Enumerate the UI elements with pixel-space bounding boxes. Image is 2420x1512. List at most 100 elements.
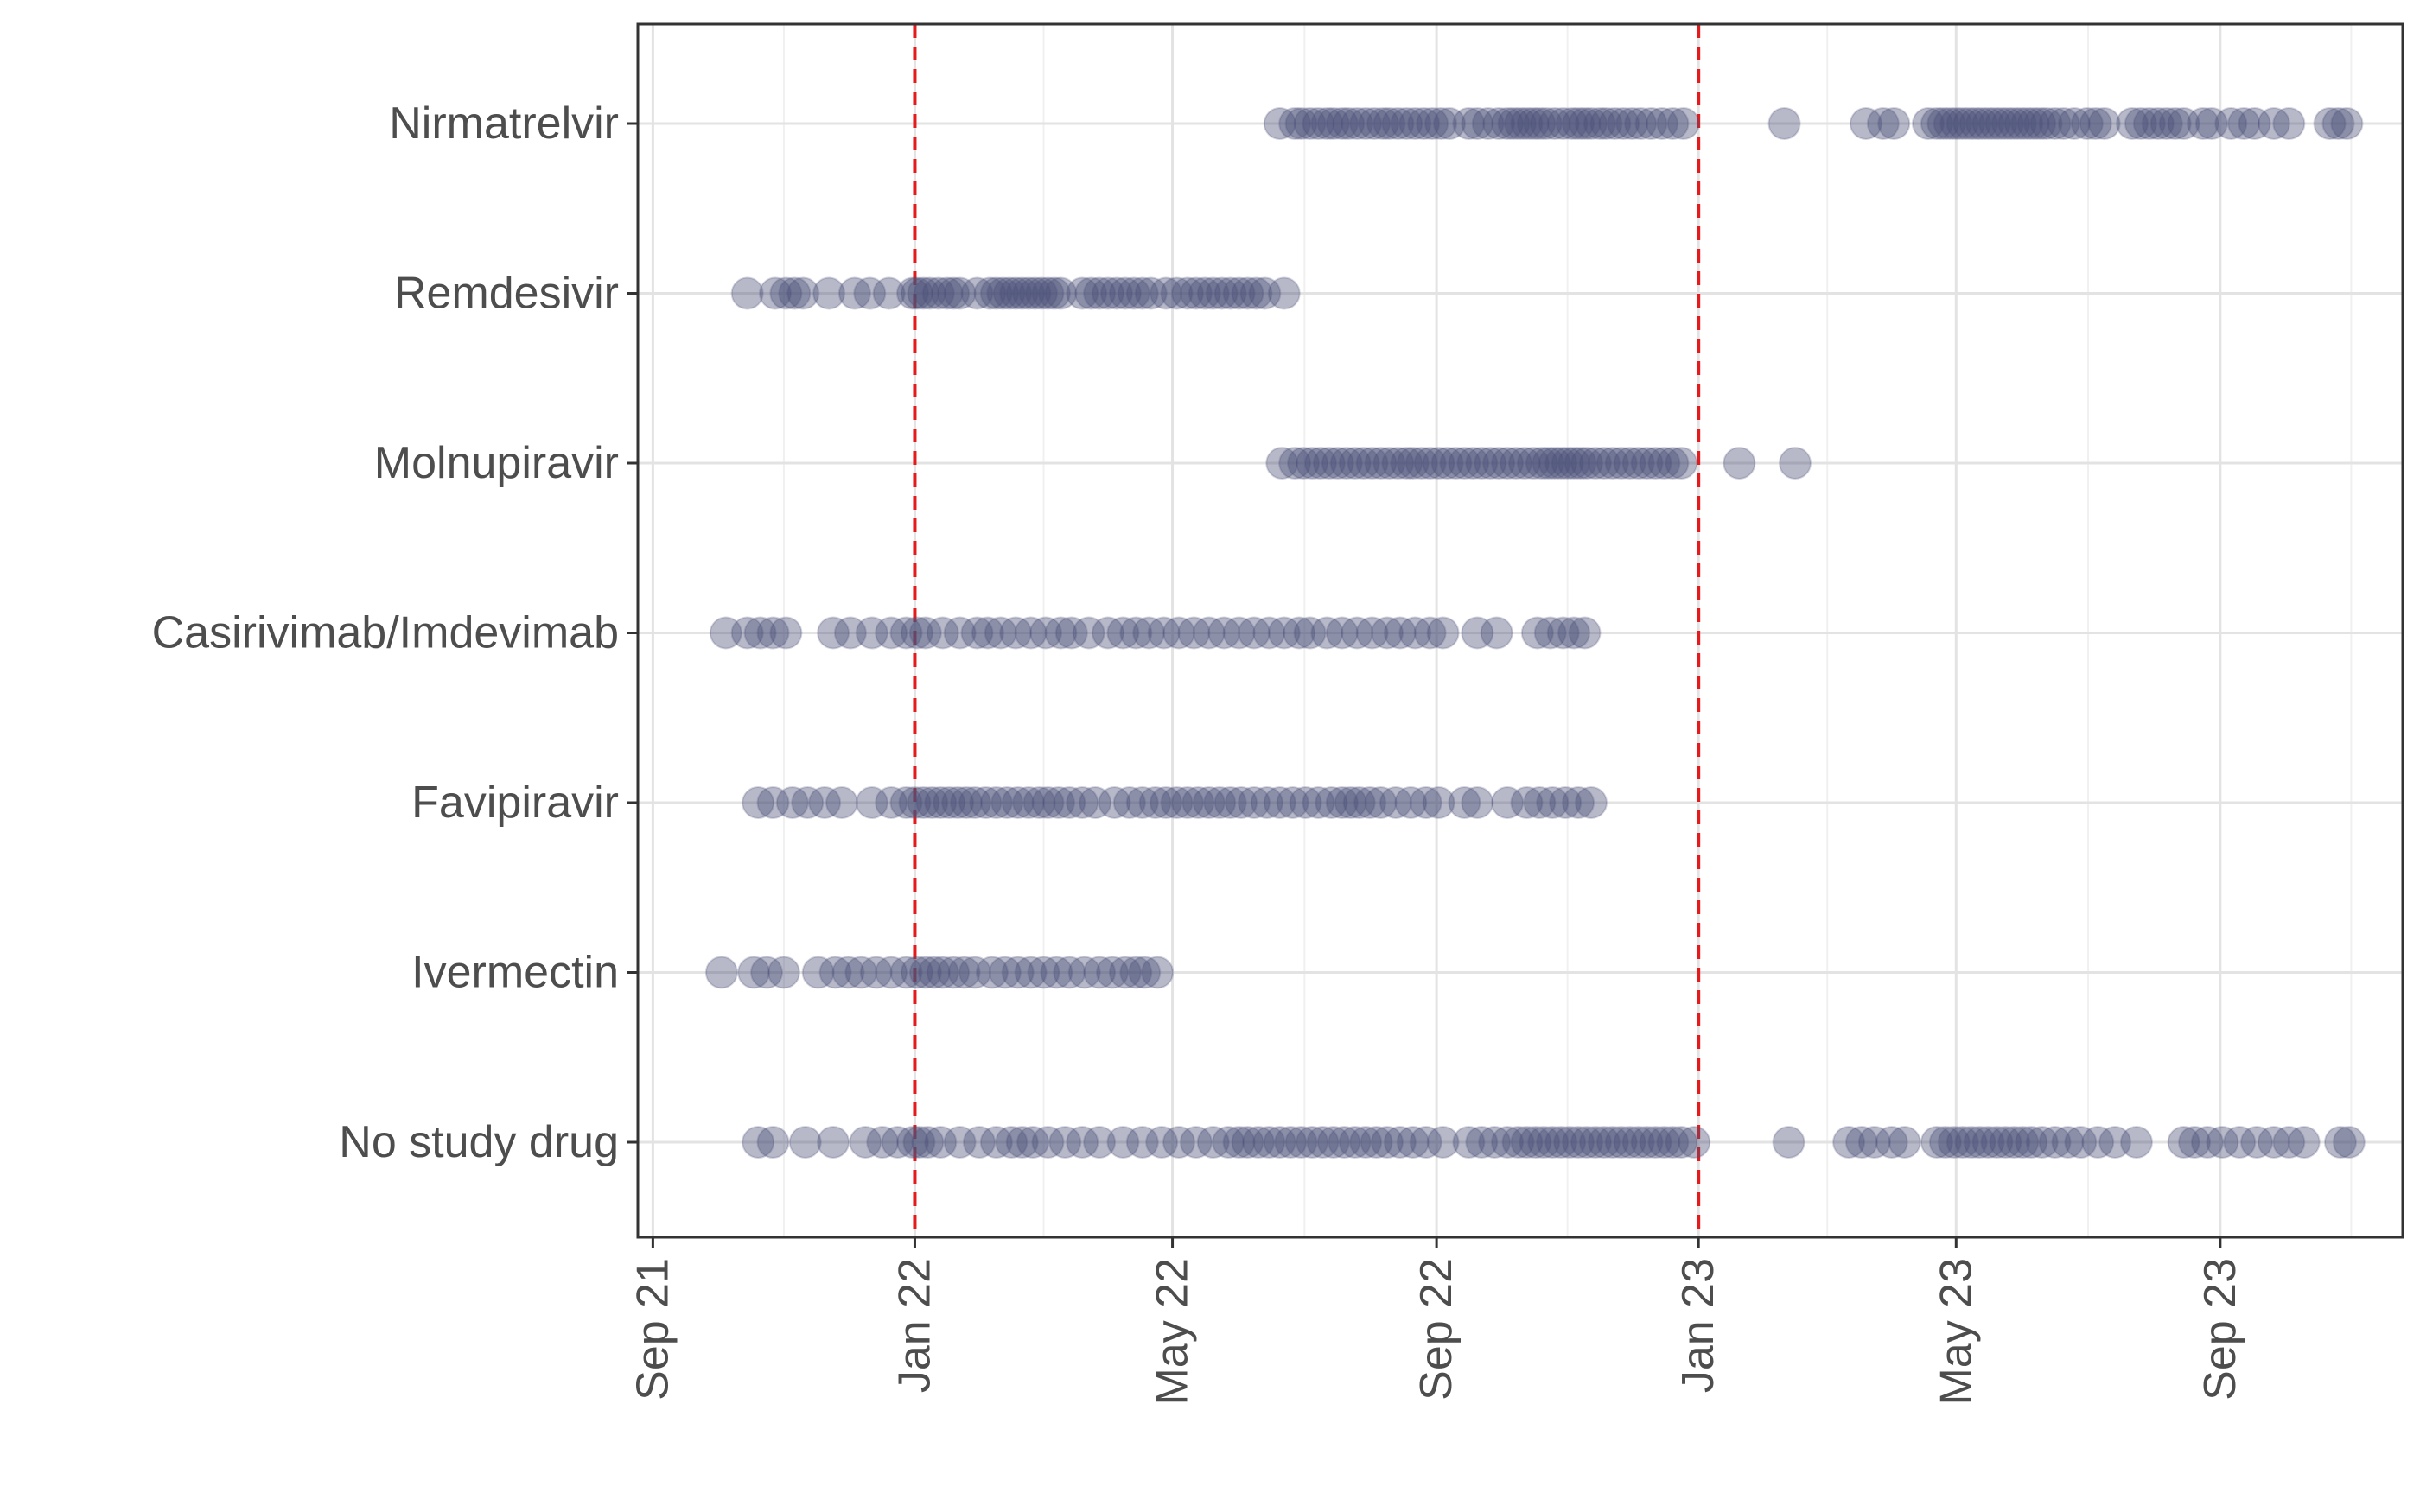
data-point bbox=[1207, 616, 1241, 650]
y-tick-label: Ivermectin bbox=[411, 948, 619, 998]
data-point bbox=[1587, 1126, 1621, 1159]
data-point bbox=[1772, 1126, 1805, 1159]
data-point bbox=[1928, 1126, 1962, 1159]
data-point bbox=[1098, 786, 1131, 819]
data-point bbox=[1263, 107, 1296, 140]
data-point bbox=[979, 786, 1013, 819]
data-point bbox=[853, 276, 887, 310]
x-tick-label: Jan 23 bbox=[1673, 1258, 1723, 1393]
data-point bbox=[1538, 447, 1571, 480]
data-point bbox=[1321, 447, 1354, 480]
data-point bbox=[2029, 107, 2063, 140]
data-point bbox=[1014, 956, 1048, 989]
data-point bbox=[1044, 276, 1078, 310]
data-point bbox=[999, 616, 1033, 650]
data-point bbox=[1832, 1126, 1866, 1159]
data-point bbox=[958, 786, 992, 819]
data-point bbox=[2167, 1126, 2200, 1159]
data-point bbox=[1570, 1126, 1604, 1159]
data-point bbox=[1310, 616, 1344, 650]
x-tick-label: Sep 21 bbox=[627, 1258, 678, 1401]
data-point bbox=[2132, 107, 2166, 140]
data-point bbox=[818, 956, 852, 989]
data-point bbox=[1341, 616, 1374, 650]
data-point bbox=[1334, 786, 1367, 819]
data-point bbox=[1338, 1126, 1372, 1159]
data-point bbox=[2115, 107, 2149, 140]
data-point bbox=[1044, 616, 1078, 650]
data-point bbox=[907, 276, 940, 310]
data-point bbox=[2003, 107, 2037, 140]
data-point bbox=[1370, 1126, 1404, 1159]
data-point bbox=[786, 276, 820, 310]
data-point bbox=[1372, 447, 1406, 480]
data-point bbox=[1578, 1126, 1612, 1159]
data-point bbox=[1160, 276, 1194, 310]
data-point bbox=[1546, 107, 1580, 140]
data-point bbox=[1396, 447, 1430, 480]
data-point bbox=[756, 1126, 790, 1159]
data-point bbox=[1544, 1126, 1578, 1159]
data-point bbox=[1536, 786, 1570, 819]
data-point bbox=[859, 956, 893, 989]
data-point bbox=[1562, 786, 1595, 819]
data-point bbox=[1480, 616, 1513, 650]
data-point bbox=[737, 956, 771, 989]
data-point bbox=[1134, 276, 1168, 310]
data-point bbox=[1875, 1126, 1908, 1159]
data-point bbox=[1192, 616, 1226, 650]
data-point bbox=[1162, 1126, 1196, 1159]
data-point bbox=[1016, 1126, 1050, 1159]
data-point bbox=[1222, 616, 1256, 650]
data-point bbox=[1958, 107, 1992, 140]
data-point bbox=[1639, 447, 1672, 480]
data-point bbox=[875, 616, 908, 650]
data-point bbox=[969, 786, 1003, 819]
data-point bbox=[1939, 107, 1973, 140]
data-point bbox=[1723, 447, 1756, 480]
data-point bbox=[778, 276, 812, 310]
data-point bbox=[1507, 447, 1541, 480]
y-tick-label: Favipiravir bbox=[411, 778, 619, 828]
data-point bbox=[1482, 447, 1516, 480]
data-point bbox=[1533, 616, 1567, 650]
data-point bbox=[1096, 956, 1130, 989]
data-point bbox=[1213, 276, 1247, 310]
data-point bbox=[913, 276, 946, 310]
data-point bbox=[1452, 1126, 1486, 1159]
data-point bbox=[1639, 1126, 1672, 1159]
data-point bbox=[1527, 1126, 1561, 1159]
data-point bbox=[1630, 1126, 1664, 1159]
data-point bbox=[1396, 1126, 1430, 1159]
data-point bbox=[1510, 786, 1544, 819]
data-point bbox=[2051, 1126, 2085, 1159]
data-point bbox=[1283, 616, 1316, 650]
data-point bbox=[2313, 107, 2347, 140]
data-point bbox=[1196, 1126, 1230, 1159]
data-point bbox=[1390, 447, 1423, 480]
data-point bbox=[769, 616, 803, 650]
data-point bbox=[1310, 107, 1344, 140]
data-point bbox=[1482, 107, 1516, 140]
data-point bbox=[2186, 107, 2219, 140]
data-point bbox=[1263, 786, 1296, 819]
data-point bbox=[2206, 1126, 2239, 1159]
data-point bbox=[1360, 1126, 1393, 1159]
data-point bbox=[1525, 447, 1558, 480]
data-point bbox=[2257, 1126, 2290, 1159]
data-point bbox=[1398, 616, 1432, 650]
data-point bbox=[2332, 1126, 2366, 1159]
data-point bbox=[1604, 447, 1638, 480]
data-point bbox=[825, 786, 858, 819]
data-point bbox=[1461, 786, 1494, 819]
data-point bbox=[930, 276, 964, 310]
data-point bbox=[908, 956, 942, 989]
data-point bbox=[1037, 276, 1071, 310]
data-point bbox=[1355, 447, 1389, 480]
data-point bbox=[1222, 1126, 1256, 1159]
data-point bbox=[743, 616, 777, 650]
data-point bbox=[1092, 276, 1125, 310]
data-point bbox=[1426, 616, 1460, 650]
data-point bbox=[1372, 107, 1406, 140]
